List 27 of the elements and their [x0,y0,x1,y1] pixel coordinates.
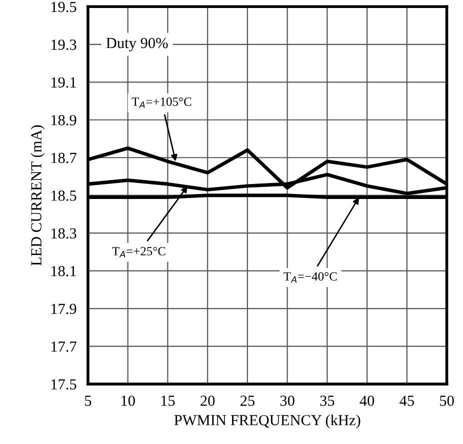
x-tick-label: 20 [200,396,215,406]
x-tick-label: 10 [122,396,135,406]
x-tick-label: 5 [85,396,92,406]
x-tick-label: 40 [360,396,374,406]
y-tick-label: 17.9 [51,304,76,314]
x-tick-label: 50 [440,396,454,406]
y-tick-label: 18.3 [51,228,76,239]
x-tick-label: 30 [280,396,294,406]
y-tick-label: 19.5 [51,2,76,12]
annotation: T$_{A}$=+25°C [112,246,166,258]
x-tick-label: 45 [400,396,414,406]
annotation: T$_{A}$=−40°C [284,272,337,283]
x-tick-label: 35 [320,396,334,406]
y-tick-label: 18.9 [51,115,76,126]
x-tick-label: 25 [240,396,254,406]
x-tick-label: 15 [161,396,175,406]
annotation: T$_{A}$=+105°C [132,97,192,108]
annotation: Duty 90% [106,38,168,52]
y-tick-label: 19.3 [51,40,76,50]
y-tick-label: 17.5 [51,379,76,390]
y-tick-label: 19.1 [51,77,76,88]
y-tick-label: 17.7 [51,342,76,352]
y-tick-label: 18.7 [51,152,76,164]
y-tick-label: 18.5 [51,190,76,201]
y-tick-label: 18.1 [51,266,76,276]
x-axis-title: PWMIN FREQUENCY (kHz) [174,414,360,428]
y-axis-title: LED CURRENT (mA) [30,125,45,266]
